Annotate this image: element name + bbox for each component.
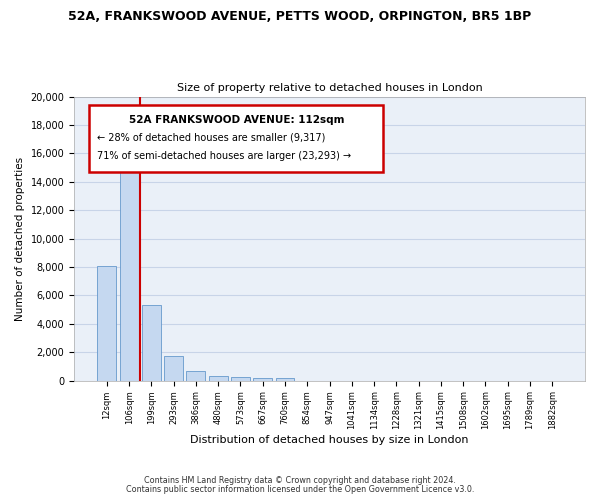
Text: 52A FRANKSWOOD AVENUE: 112sqm: 52A FRANKSWOOD AVENUE: 112sqm <box>128 115 344 125</box>
Bar <box>209 376 227 380</box>
Bar <box>119 146 139 380</box>
Text: Contains HM Land Registry data © Crown copyright and database right 2024.: Contains HM Land Registry data © Crown c… <box>144 476 456 485</box>
Bar <box>97 266 116 380</box>
Bar <box>187 372 205 380</box>
Bar <box>231 377 250 380</box>
Text: ← 28% of detached houses are smaller (9,317): ← 28% of detached houses are smaller (9,… <box>97 132 326 142</box>
X-axis label: Distribution of detached houses by size in London: Distribution of detached houses by size … <box>190 435 469 445</box>
Text: Contains public sector information licensed under the Open Government Licence v3: Contains public sector information licen… <box>126 485 474 494</box>
Text: 52A, FRANKSWOOD AVENUE, PETTS WOOD, ORPINGTON, BR5 1BP: 52A, FRANKSWOOD AVENUE, PETTS WOOD, ORPI… <box>68 10 532 23</box>
FancyBboxPatch shape <box>89 105 383 172</box>
Bar <box>275 378 295 380</box>
Bar <box>253 378 272 380</box>
Bar <box>142 306 161 380</box>
Y-axis label: Number of detached properties: Number of detached properties <box>15 156 25 320</box>
Bar <box>164 356 183 380</box>
Text: 71% of semi-detached houses are larger (23,293) →: 71% of semi-detached houses are larger (… <box>97 150 351 160</box>
Title: Size of property relative to detached houses in London: Size of property relative to detached ho… <box>177 83 482 93</box>
